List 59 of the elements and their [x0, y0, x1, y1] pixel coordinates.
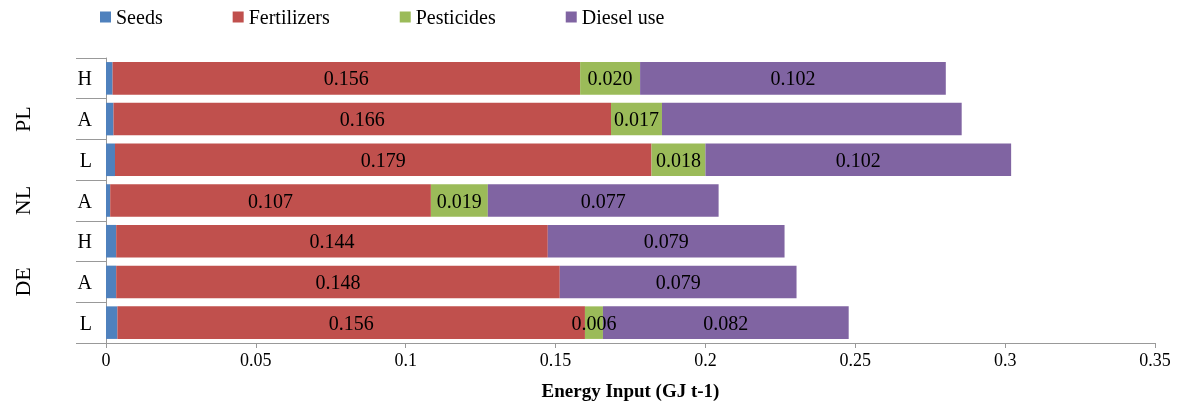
- y-tick-label: H: [77, 230, 92, 253]
- legend-label: Seeds: [116, 6, 163, 28]
- x-tick-label: 0.15: [539, 350, 572, 370]
- data-label: 0.079: [655, 270, 701, 293]
- x-tick-label: 0.3: [993, 350, 1017, 370]
- bar: [106, 265, 117, 299]
- bar: [106, 184, 111, 217]
- data-label: 0.020: [587, 67, 633, 90]
- bar: [116, 224, 548, 258]
- data-label: 0.102: [835, 148, 881, 171]
- x-tick-label: 0.1: [394, 350, 417, 370]
- text: DE: [9, 267, 35, 297]
- data-label: 0.156: [323, 67, 369, 90]
- x-axis-title: Energy Input (GJ t-1): [541, 380, 720, 402]
- bar: [106, 143, 115, 177]
- data-label: 0.179: [360, 148, 406, 171]
- bar: [559, 265, 797, 299]
- data-label: 0.082: [703, 311, 749, 334]
- data-label: 0.148: [315, 270, 361, 293]
- y-tick-label: H: [77, 67, 92, 90]
- data-label: 0.019: [436, 189, 482, 212]
- data-label: 0.156: [328, 311, 374, 334]
- bar: [106, 306, 118, 339]
- data-label: 0.107: [248, 189, 294, 212]
- bar: [661, 102, 962, 136]
- x-tick-label: 0.2: [694, 350, 717, 370]
- data-label: 0.166: [339, 108, 385, 131]
- text: PL: [9, 106, 35, 132]
- legend-label: Pesticides: [415, 6, 496, 28]
- y-tick-label: A: [77, 108, 93, 131]
- y-tick-label: A: [77, 270, 93, 293]
- data-label: 0.018: [655, 148, 701, 171]
- bar: [106, 102, 114, 136]
- y-tick-label: L: [79, 311, 92, 334]
- data-label: 0.079: [643, 230, 689, 253]
- bar: [547, 224, 785, 258]
- data-label: 0.017: [613, 108, 659, 131]
- bar: [113, 102, 612, 136]
- text: NL: [9, 185, 35, 216]
- x-tick-label: 0.05: [240, 350, 272, 370]
- legend-label: Diesel use: [581, 6, 665, 28]
- legend-label: Fertilizers: [248, 6, 330, 28]
- bar: [640, 62, 946, 95]
- bar: [106, 62, 113, 95]
- bar: [106, 224, 117, 258]
- bar: [487, 184, 719, 217]
- bar: [112, 62, 581, 95]
- bar: [705, 143, 1012, 177]
- x-tick-label: 0.25: [839, 350, 872, 370]
- y-tick-label: A: [77, 189, 93, 212]
- data-label: 0.102: [770, 67, 816, 90]
- bar: [116, 265, 560, 299]
- bar: [110, 184, 431, 217]
- x-tick-label: 0: [101, 350, 111, 370]
- bar: [114, 143, 652, 177]
- data-label: 0.144: [309, 230, 355, 253]
- x-tick-label: 0.35: [1139, 350, 1171, 370]
- y-tick-label: L: [79, 148, 92, 171]
- data-label: 0.077: [580, 189, 626, 212]
